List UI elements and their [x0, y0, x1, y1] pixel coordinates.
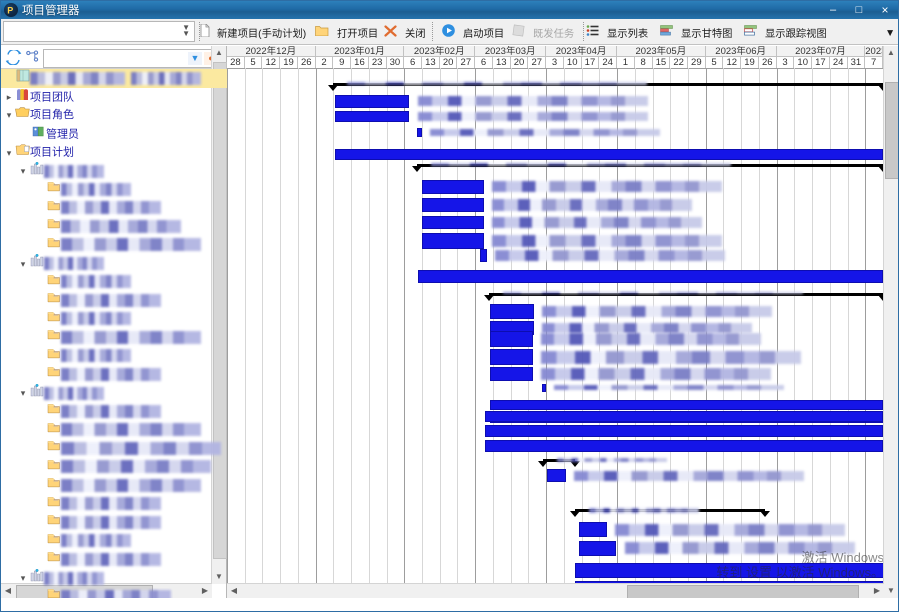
svg-text:P: P — [7, 6, 13, 16]
